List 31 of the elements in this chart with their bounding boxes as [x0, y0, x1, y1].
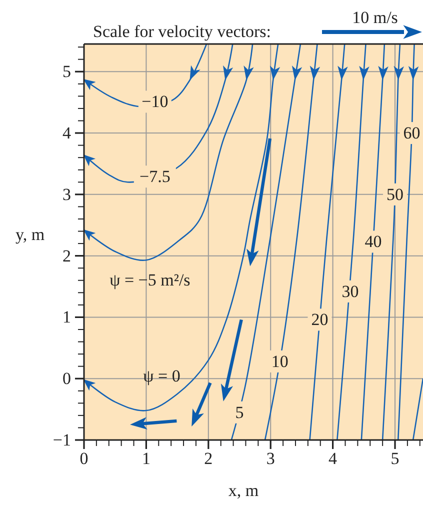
line-series	[230, 43, 302, 441]
text: 10 m/s	[352, 8, 398, 27]
y-tick-label: 3	[62, 184, 71, 204]
line-series	[360, 43, 386, 441]
text: Scale for velocity vectors:	[93, 22, 271, 41]
annotation: 50	[386, 184, 404, 204]
annotation: −10	[142, 92, 168, 112]
annotation: 30	[342, 282, 359, 301]
y-tick-label: −1	[52, 430, 71, 450]
y-tick-label: 5	[62, 62, 71, 82]
line-series	[336, 43, 366, 441]
y-tick-label: 0	[62, 369, 71, 388]
y-tick-label: 1	[62, 308, 71, 327]
y-tick-label: 2	[62, 246, 71, 266]
x-tick-label: 2	[204, 449, 213, 468]
x-tick-label: 3	[266, 449, 275, 468]
annotation: 20	[311, 310, 328, 330]
annotation: 5	[235, 402, 244, 422]
y-axis-title: y, m	[15, 224, 45, 244]
x-tick-label: 0	[80, 449, 88, 468]
annotation: ψ = −5 m²/s	[110, 270, 190, 290]
annotation: 60	[403, 124, 420, 143]
y-tick-label: 4	[62, 124, 72, 143]
x-tick-label: 1	[142, 449, 150, 468]
x-axis-title: x, m	[228, 481, 259, 500]
x-tick-label: 5	[390, 449, 400, 468]
annotation: −7.5	[139, 167, 170, 186]
x-tick-label: 4	[328, 449, 338, 468]
annotation: 40	[364, 232, 382, 252]
annotation: ψ = 0	[143, 366, 180, 386]
annotation: 10	[271, 352, 288, 371]
